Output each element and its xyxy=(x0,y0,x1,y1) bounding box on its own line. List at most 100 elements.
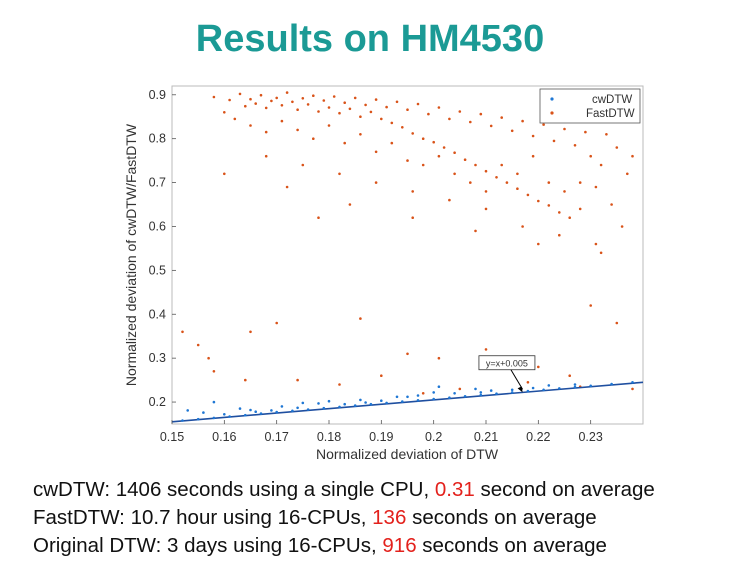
fastdtw-point xyxy=(547,181,551,184)
fastdtw-point xyxy=(280,104,284,107)
cwdtw-point xyxy=(259,412,263,415)
cwdtw-point xyxy=(291,409,294,413)
legend-marker-fastdtw xyxy=(550,111,554,115)
fastdtw-point xyxy=(584,130,587,134)
cwdtw-point xyxy=(196,417,200,421)
cwdtw-point xyxy=(416,399,420,402)
summary-text: cwDTW: 1406 seconds using a single CPU, xyxy=(33,478,435,501)
fastdtw-point xyxy=(578,181,582,184)
fastdtw-point xyxy=(317,110,320,113)
summary-text: FastDTW: 10.7 hour using 16-CPUs, xyxy=(33,506,373,529)
fastdtw-point xyxy=(228,98,231,102)
fastdtw-point xyxy=(610,203,613,206)
fastdtw-point xyxy=(317,216,320,219)
fastdtw-point xyxy=(474,163,477,167)
x-tick-label: 0.15 xyxy=(160,430,184,444)
cwdtw-point xyxy=(280,405,284,408)
fastdtw-point xyxy=(615,146,619,149)
cwdtw-point xyxy=(306,408,310,411)
x-tick-label: 0.22 xyxy=(526,430,550,444)
cwdtw-point xyxy=(353,404,357,407)
y-axis-label: Normalized deviation of cwDTW/FastDTW xyxy=(123,123,139,386)
fastdtw-point xyxy=(338,111,341,115)
cwdtw-point xyxy=(317,402,320,405)
cwdtw-point xyxy=(558,387,561,390)
fastdtw-point xyxy=(249,124,252,127)
fastdtw-point xyxy=(374,150,378,154)
fastdtw-point xyxy=(484,207,488,211)
fastdtw-point xyxy=(605,133,608,136)
fastdtw-point xyxy=(469,181,472,184)
fastdtw-point xyxy=(306,103,310,106)
x-tick-label: 0.18 xyxy=(317,430,341,444)
fastdtw-point xyxy=(552,139,556,143)
cwdtw-point xyxy=(406,395,409,399)
fastdtw-point xyxy=(327,106,331,109)
fastdtw-point xyxy=(401,126,404,129)
summary-value: 136 xyxy=(372,506,407,529)
legend-marker-cwdtw xyxy=(550,97,554,101)
cwdtw-point xyxy=(573,383,577,386)
cwdtw-point xyxy=(275,410,279,414)
legend-label-cwdtw: cwDTW xyxy=(592,94,632,106)
fastdtw-point xyxy=(500,116,504,119)
fastdtw-point xyxy=(270,99,273,103)
fastdtw-point xyxy=(432,140,436,144)
annotation-text: y=x+0.005 xyxy=(486,359,528,369)
fastdtw-point xyxy=(181,330,184,334)
fastdtw-point xyxy=(563,127,566,131)
fastdtw-point xyxy=(395,100,399,104)
fastdtw-point xyxy=(359,133,362,136)
x-tick-label: 0.17 xyxy=(264,430,288,444)
cwdtw-point xyxy=(432,391,436,394)
summary-value: 0.31 xyxy=(434,478,475,501)
fastdtw-point xyxy=(254,102,257,105)
fastdtw-point xyxy=(196,343,200,347)
cwdtw-point xyxy=(573,385,577,389)
fastdtw-point xyxy=(249,330,252,334)
y-tick-label: 0.8 xyxy=(149,132,166,146)
cwdtw-point xyxy=(489,389,493,392)
cwdtw-point xyxy=(327,399,331,403)
cwdtw-point xyxy=(479,391,483,394)
fastdtw-point xyxy=(244,104,247,108)
fastdtw-point xyxy=(338,172,341,176)
summary-value: 916 xyxy=(382,534,417,557)
fastdtw-point xyxy=(301,97,305,100)
fastdtw-point xyxy=(568,374,571,378)
fastdtw-point xyxy=(421,392,425,395)
y-tick-label: 0.9 xyxy=(149,88,166,102)
cwdtw-point xyxy=(181,419,184,422)
fastdtw-point xyxy=(223,172,226,176)
fastdtw-point xyxy=(285,91,289,94)
fastdtw-point xyxy=(411,132,415,135)
fastdtw-point xyxy=(484,169,488,173)
cwdtw-point xyxy=(186,409,189,412)
cwdtw-point xyxy=(380,399,383,403)
fastdtw-point xyxy=(421,163,425,167)
cwdtw-point xyxy=(202,411,205,414)
fastdtw-point xyxy=(212,370,216,373)
cwdtw-point xyxy=(385,401,388,405)
fastdtw-point xyxy=(558,211,561,214)
y-tick-label: 0.6 xyxy=(149,219,166,233)
summary-text: second on average xyxy=(474,478,655,501)
fastdtw-point xyxy=(275,321,279,325)
fastdtw-point xyxy=(374,181,378,184)
slide-title: Results on HM4530 xyxy=(195,18,545,60)
cwdtw-point xyxy=(343,402,347,406)
x-tick-label: 0.19 xyxy=(369,430,393,444)
x-tick-label: 0.16 xyxy=(212,430,236,444)
cwdtw-point xyxy=(631,381,634,384)
fastdtw-point xyxy=(526,381,530,384)
cwdtw-point xyxy=(270,409,273,412)
fastdtw-point xyxy=(406,159,409,162)
fastdtw-point xyxy=(421,137,425,140)
cwdtw-point xyxy=(474,387,477,391)
fastdtw-point xyxy=(500,163,504,167)
cwdtw-point xyxy=(301,401,305,405)
y-tick-label: 0.4 xyxy=(149,307,166,321)
fastdtw-point xyxy=(369,110,373,114)
fastdtw-point xyxy=(264,154,268,158)
cwdtw-point xyxy=(589,384,592,388)
